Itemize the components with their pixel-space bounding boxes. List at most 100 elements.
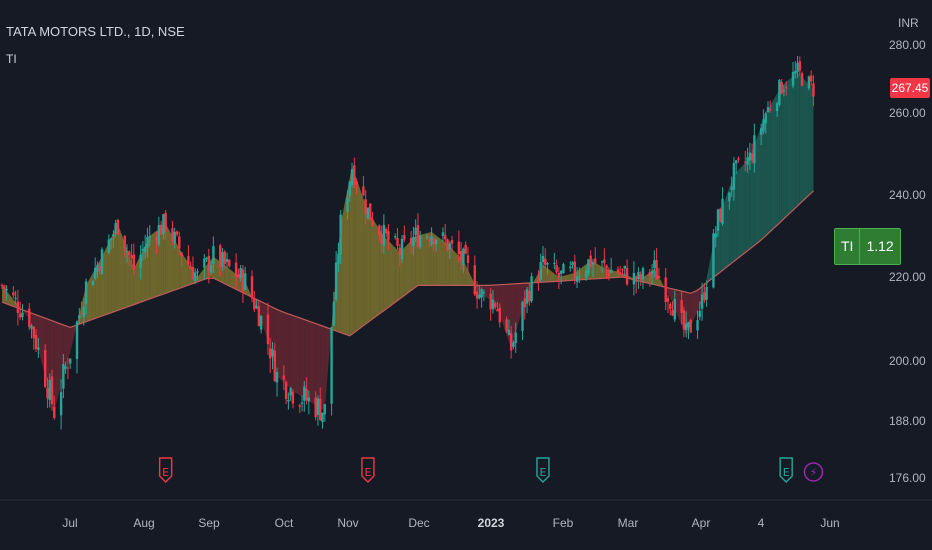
time-axis-tick: 4 — [758, 516, 765, 530]
candle — [173, 227, 176, 249]
candle — [637, 267, 640, 289]
indicator-legend-label[interactable]: TI — [6, 52, 17, 66]
candle — [209, 260, 213, 275]
candle — [387, 224, 390, 251]
indicator-fill-segment — [558, 276, 562, 282]
candle — [34, 329, 38, 352]
indicator-fill-segment — [411, 238, 414, 291]
candle — [430, 227, 433, 247]
candle — [400, 235, 404, 264]
symbol-title[interactable]: TATA MOTORS LTD., 1D, NSE — [6, 24, 185, 39]
indicator-fill-segment — [2, 285, 5, 304]
candle — [571, 261, 574, 269]
candle — [764, 111, 767, 134]
candle — [775, 101, 779, 117]
indicator-fill-segment — [808, 84, 812, 196]
time-axis-tick: Dec — [408, 516, 429, 530]
candle — [655, 247, 658, 280]
indicator-fill-segment — [124, 243, 128, 308]
indicator-fill-segment — [149, 230, 157, 299]
indicator-fill-segment — [452, 248, 459, 286]
indicator-fill-segment — [442, 240, 446, 286]
candle — [339, 209, 342, 265]
candle — [225, 252, 229, 269]
indicator-fill-segment — [799, 74, 803, 204]
candle — [782, 84, 786, 97]
svg-text:⚡: ⚡ — [810, 466, 818, 479]
candle — [619, 266, 622, 276]
indicator-fill-segment — [372, 218, 380, 319]
svg-text:E: E — [162, 466, 169, 479]
candle — [719, 207, 722, 223]
candle — [100, 247, 104, 275]
candle — [321, 412, 324, 429]
indicator-fill-segment — [690, 290, 698, 327]
candle — [475, 281, 479, 309]
candle — [128, 250, 131, 267]
time-axis-tick: Mar — [618, 516, 639, 530]
indicator-fill-segment — [458, 255, 462, 286]
indicator-fill-segment — [363, 198, 366, 326]
indicator-fill-segment — [197, 268, 205, 282]
indicator-fill-segment — [315, 323, 318, 407]
indicator-fill-segment — [620, 272, 623, 278]
candle — [64, 361, 67, 375]
candle — [171, 220, 174, 246]
candle — [728, 192, 731, 210]
candle — [748, 142, 752, 171]
indicator-fill-segment — [763, 113, 766, 238]
indicator-fill-segment — [165, 223, 173, 294]
candle — [5, 285, 8, 301]
candle — [416, 213, 420, 249]
last-price-tag: 267.45 — [890, 78, 930, 98]
indicator-fill-segment — [545, 266, 548, 283]
indicator-value: 1.12 — [859, 229, 900, 264]
candle — [666, 295, 670, 314]
candle — [257, 300, 261, 327]
candle — [84, 278, 88, 315]
indicator-fill-segment — [113, 228, 116, 312]
indicator-fill-segment — [461, 258, 464, 286]
indicator-fill-segment — [402, 247, 405, 298]
candle — [494, 301, 497, 310]
candle — [123, 235, 126, 259]
indicator-fill-segment — [177, 244, 180, 290]
candle — [43, 344, 47, 389]
candle — [289, 386, 292, 401]
indicator-fill-segment — [322, 326, 325, 411]
indicator-fill-segment — [288, 313, 291, 389]
moving-average-layer — [1, 190, 814, 337]
price-axis[interactable]: 280.00 260.00 240.00 220.00 200.00 188.00 176.… — [881, 0, 926, 500]
time-axis[interactable]: Jul Aug Sep Oct Nov Dec 2023 Feb Mar Apr 4 Jun — [0, 499, 932, 530]
candle — [107, 234, 111, 255]
candle — [657, 267, 661, 279]
candle — [546, 261, 549, 275]
indicator-fill-segment — [674, 289, 682, 325]
candle — [480, 287, 483, 308]
indicator-fill-segment — [283, 312, 287, 385]
indicator-fill-segment — [765, 109, 768, 236]
candle — [682, 306, 686, 337]
candle — [353, 157, 356, 189]
indicator-fill-segment — [238, 275, 241, 292]
indicator-fill-segment — [222, 263, 225, 284]
candle — [689, 318, 692, 333]
candle — [334, 251, 338, 302]
candle — [446, 238, 449, 252]
candle — [680, 291, 683, 325]
earnings-event-icon: E — [779, 457, 793, 483]
indicator-fill-segment — [111, 233, 114, 313]
candle — [98, 263, 101, 275]
candle — [587, 259, 590, 277]
time-axis-tick: Sep — [198, 516, 220, 530]
candle — [489, 288, 492, 321]
candle — [228, 258, 231, 268]
candle — [366, 207, 370, 221]
currency-label: INR — [898, 16, 919, 30]
indicator-fill-segment — [611, 269, 618, 278]
candle — [746, 147, 749, 173]
indicator-fill-segment — [786, 76, 793, 217]
candle — [282, 365, 286, 391]
candle — [132, 243, 136, 275]
